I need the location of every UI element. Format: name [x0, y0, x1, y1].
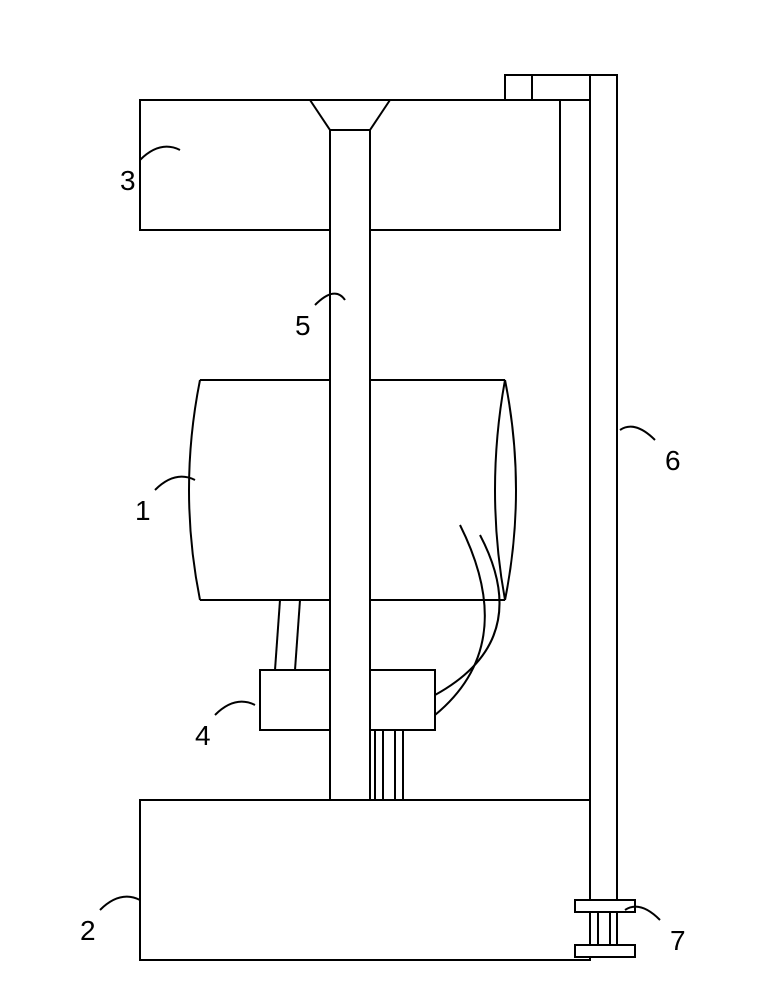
callout-label-2: 2	[80, 915, 96, 947]
callout-label-3: 3	[120, 165, 136, 197]
callout-label-1: 1	[135, 495, 151, 527]
callout-label-5: 5	[295, 310, 311, 342]
technical-diagram	[0, 0, 760, 1000]
callout-label-7: 7	[670, 925, 686, 957]
callout-label-4: 4	[195, 720, 211, 752]
callout-label-6: 6	[665, 445, 681, 477]
